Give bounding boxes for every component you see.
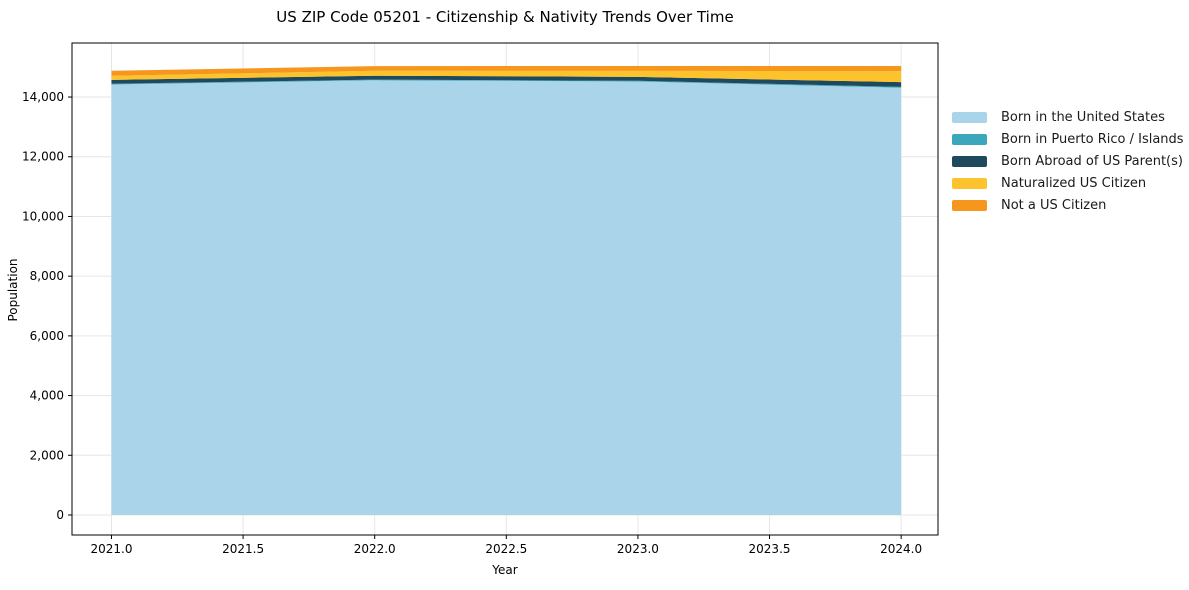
axis-ticks <box>68 96 902 539</box>
legend-swatch <box>952 133 987 145</box>
legend: Born in the United States Born in Puerto … <box>952 106 1184 216</box>
x-tick-label: 2023.5 <box>749 542 791 556</box>
x-tick-label: 2021.0 <box>90 542 132 556</box>
legend-label: Born in the United States <box>1001 109 1165 125</box>
y-tick-label: 4,000 <box>30 389 64 403</box>
legend-item: Born Abroad of US Parent(s) <box>952 150 1184 172</box>
y-tick-label: 12,000 <box>22 150 64 164</box>
legend-label: Born Abroad of US Parent(s) <box>1001 153 1183 169</box>
y-tick-label: 0 <box>56 508 64 522</box>
y-tick-label: 8,000 <box>30 269 64 283</box>
chart-title: US ZIP Code 05201 - Citizenship & Nativi… <box>276 8 734 26</box>
area-series <box>111 75 902 87</box>
area-series <box>111 80 902 516</box>
x-tick-label: 2022.5 <box>485 542 527 556</box>
legend-item: Naturalized US Citizen <box>952 172 1184 194</box>
x-axis-label: Year <box>492 563 518 577</box>
x-tick-label: 2023.0 <box>617 542 659 556</box>
tick-labels: 0 2,000 4,000 6,000 8,000 10,000 12,000 14,000 2… <box>22 90 922 556</box>
y-tick-label: 2,000 <box>30 448 64 462</box>
legend-item: Not a US Citizen <box>952 194 1184 216</box>
y-tick-label: 10,000 <box>22 209 64 223</box>
legend-swatch <box>952 155 987 167</box>
stacked-areas <box>111 66 902 516</box>
area-series <box>111 66 902 76</box>
legend-swatch <box>952 111 987 123</box>
x-tick-label: 2021.5 <box>222 542 264 556</box>
plot-frame <box>71 42 939 536</box>
area-series <box>111 70 902 83</box>
legend-label: Naturalized US Citizen <box>1001 175 1147 191</box>
legend-swatch <box>952 199 987 211</box>
legend-label: Born in Puerto Rico / Islands <box>1001 131 1184 147</box>
legend-item: Born in the United States <box>952 106 1184 128</box>
y-tick-label: 14,000 <box>22 90 64 104</box>
x-tick-label: 2022.0 <box>354 542 396 556</box>
y-tick-label: 6,000 <box>30 329 64 343</box>
legend-swatch <box>952 177 987 189</box>
legend-label: Not a US Citizen <box>1001 197 1107 213</box>
legend-item: Born in Puerto Rico / Islands <box>952 128 1184 150</box>
x-tick-label: 2024.0 <box>880 542 922 556</box>
area-series <box>111 79 902 88</box>
